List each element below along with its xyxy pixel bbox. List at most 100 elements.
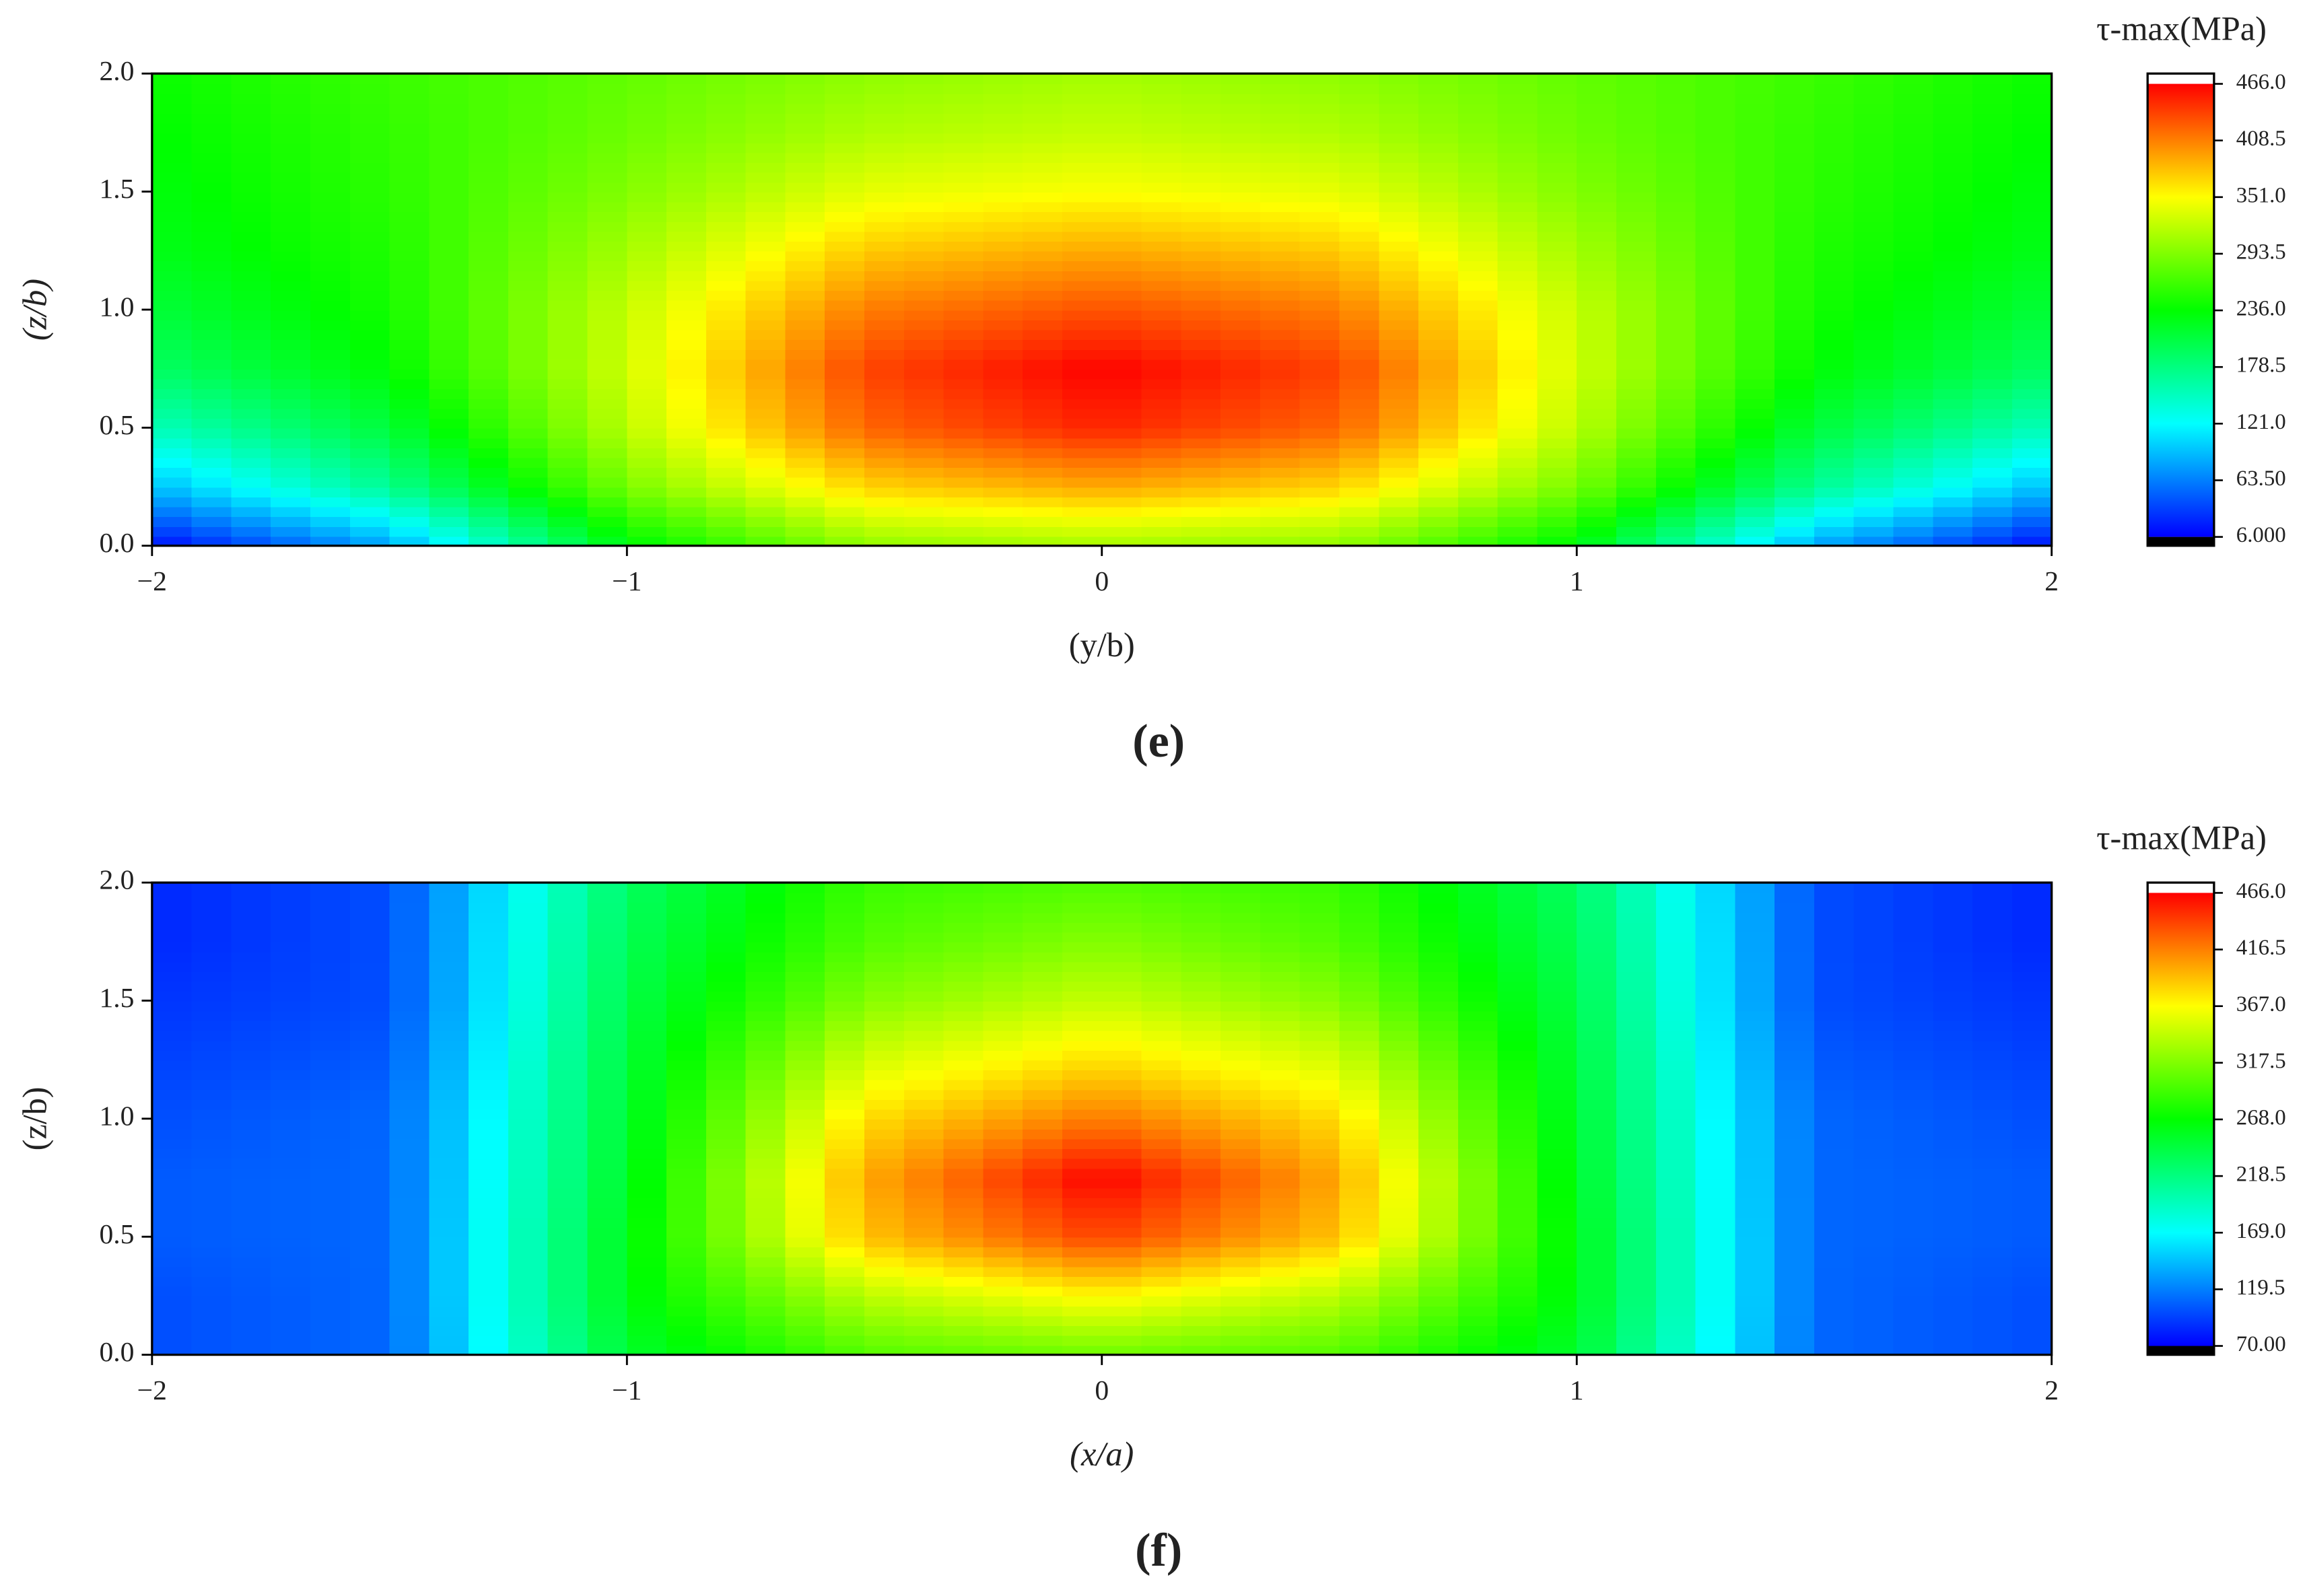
- contour-cell: [349, 487, 390, 497]
- contour-cell: [1141, 1256, 1182, 1268]
- contour-cell: [271, 1187, 312, 1199]
- contour-cell: [666, 1010, 708, 1022]
- contour-cell: [943, 536, 984, 547]
- contour-cell: [1457, 466, 1499, 478]
- contour-cell: [547, 990, 588, 1002]
- contour-cell: [1379, 1226, 1420, 1238]
- contour-cell: [666, 1197, 708, 1208]
- contour-cell: [429, 902, 470, 913]
- contour-cell: [1814, 359, 1855, 370]
- contour-cell: [705, 280, 747, 291]
- contour-cell: [429, 1276, 470, 1287]
- contour-cell: [547, 1079, 588, 1090]
- contour-cell: [508, 93, 549, 104]
- contour-cell: [587, 516, 628, 527]
- contour-cell: [508, 1138, 549, 1150]
- contour-cell: [1695, 496, 1736, 508]
- contour-cell: [1655, 73, 1696, 85]
- contour-cell: [825, 1060, 866, 1071]
- contour-cell: [389, 882, 430, 894]
- contour-cell: [191, 112, 232, 124]
- contour-cell: [1735, 941, 1776, 952]
- contour-cell: [1299, 1060, 1340, 1071]
- contour-cell: [1497, 260, 1538, 271]
- contour-cell: [1537, 191, 1578, 203]
- contour-cell: [1933, 191, 1974, 203]
- contour-cell: [349, 1315, 390, 1327]
- contour-cell: [1260, 932, 1301, 943]
- contour-cell: [1775, 1128, 1816, 1140]
- colorbar: [2147, 893, 2214, 1346]
- contour-cell: [1457, 378, 1499, 390]
- colorbar-tick-label: 367.0: [2236, 992, 2286, 1016]
- contour-cell: [389, 191, 430, 203]
- contour-cell: [1695, 1069, 1736, 1080]
- contour-cell: [666, 1138, 708, 1150]
- contour-cell: [1181, 1197, 1222, 1208]
- contour-cell: [271, 270, 312, 281]
- contour-cell: [1181, 73, 1222, 85]
- contour-cell: [745, 1305, 786, 1317]
- contour-cell: [547, 941, 588, 952]
- contour-cell: [151, 1010, 193, 1022]
- contour-cell: [785, 457, 826, 469]
- contour-cell: [1339, 911, 1380, 923]
- contour-cell: [547, 447, 588, 458]
- contour-cell: [1537, 1276, 1578, 1287]
- contour-cell: [508, 526, 549, 537]
- contour-cell: [1577, 319, 1618, 331]
- contour-cell: [1339, 981, 1380, 992]
- contour-cell: [1181, 1079, 1222, 1090]
- contour-cell: [151, 270, 193, 281]
- contour-cell: [1379, 1167, 1420, 1179]
- contour-cell: [1933, 911, 1974, 923]
- contour-cell: [1814, 1030, 1855, 1041]
- contour-cell: [508, 516, 549, 527]
- contour-cell: [627, 270, 668, 281]
- contour-cell: [2011, 300, 2053, 311]
- contour-cell: [1141, 388, 1182, 399]
- contour-cell: [1735, 1177, 1776, 1189]
- contour-cell: [825, 1030, 866, 1041]
- contour-cell: [1655, 93, 1696, 104]
- contour-cell: [1933, 1099, 1974, 1110]
- contour-cell: [1181, 319, 1222, 331]
- contour-cell: [1695, 1020, 1736, 1031]
- contour-cell: [903, 123, 944, 134]
- contour-cell: [745, 1060, 786, 1071]
- contour-cell: [547, 359, 588, 370]
- contour-cell: [1418, 211, 1459, 222]
- contour-cell: [1933, 339, 1974, 350]
- contour-cell: [1062, 526, 1103, 537]
- contour-cell: [1457, 487, 1499, 497]
- contour-cell: [587, 951, 628, 963]
- contour-cell: [1497, 1237, 1538, 1248]
- contour-cell: [1497, 339, 1538, 350]
- contour-cell: [666, 201, 708, 213]
- contour-cell: [429, 892, 470, 903]
- contour-cell: [2011, 408, 2053, 419]
- contour-cell: [1260, 1030, 1301, 1041]
- contour-cell: [1577, 339, 1618, 350]
- contour-cell: [1537, 536, 1578, 547]
- contour-cell: [825, 1089, 866, 1100]
- contour-cell: [547, 971, 588, 982]
- contour-cell: [1062, 1295, 1103, 1307]
- contour-cell: [429, 1256, 470, 1268]
- contour-cell: [1101, 83, 1142, 94]
- contour-cell: [1339, 1256, 1380, 1268]
- contour-cell: [745, 427, 786, 439]
- contour-cell: [1379, 1148, 1420, 1159]
- contour-cell: [705, 359, 747, 370]
- contour-cell: [1933, 359, 1974, 370]
- contour-cell: [1972, 1079, 2013, 1090]
- contour-cell: [1220, 93, 1262, 104]
- contour-cell: [825, 289, 866, 301]
- contour-cell: [705, 971, 747, 982]
- contour-cell: [1735, 398, 1776, 409]
- contour-cell: [943, 1079, 984, 1090]
- contour-cell: [310, 457, 351, 469]
- contour-cell: [1418, 466, 1459, 478]
- contour-cell: [666, 152, 708, 164]
- contour-cell: [1695, 339, 1736, 350]
